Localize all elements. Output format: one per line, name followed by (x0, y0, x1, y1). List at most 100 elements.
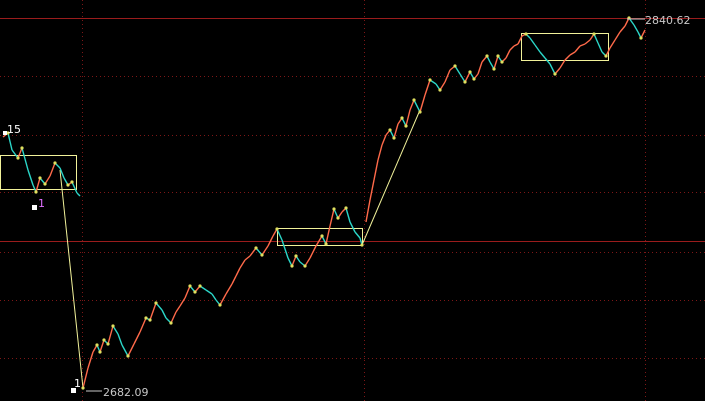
pivot-point (392, 136, 396, 140)
wave-segment (597, 42, 603, 53)
wave-segment (21, 147, 29, 171)
wave-segment (170, 311, 177, 324)
pivot-point (34, 190, 38, 194)
pivot-point (38, 176, 42, 180)
wave-segment (373, 159, 379, 181)
pivot-point (6, 131, 10, 135)
pivot-point (254, 246, 258, 250)
pivot-point (198, 284, 202, 288)
wave-segment (409, 99, 415, 111)
pivot-point (294, 254, 298, 258)
pivot-point (468, 70, 472, 74)
wave-segment (424, 79, 431, 96)
pivot-point (98, 350, 102, 354)
pivot-point (400, 116, 404, 120)
pivot-point (360, 243, 364, 247)
wave-segment (354, 231, 361, 239)
wave-segment (349, 221, 356, 233)
pivot-point (188, 284, 192, 288)
wave-segment (184, 285, 191, 299)
wave-segment (244, 255, 251, 261)
wave-segment (593, 33, 599, 44)
trend-lines (59, 109, 421, 389)
wave-segment (11, 149, 19, 159)
consolidation-box-middle (277, 228, 363, 246)
wave-segment (107, 325, 114, 345)
wave-segment (574, 45, 581, 53)
pivot-point (260, 253, 264, 257)
wave-segment (179, 297, 186, 307)
wave-segment (82, 367, 89, 389)
wave-segment (614, 31, 621, 41)
wave-segment (71, 181, 78, 194)
wave-segment (329, 208, 335, 227)
wave-segment (477, 61, 483, 75)
pivot-point (592, 32, 596, 36)
pivot-point (111, 324, 115, 328)
wave-label-1-bottom: 1 (74, 377, 81, 390)
pivot-point (70, 180, 74, 184)
wave-segment (239, 259, 246, 269)
wave-segment (161, 309, 167, 319)
wave-segment (569, 51, 576, 56)
wave-segment (549, 63, 556, 75)
pivot-point (453, 64, 457, 68)
wave-segment (175, 305, 181, 313)
wave-marker-1-bottom (71, 388, 76, 393)
pivot-point (388, 128, 392, 132)
wave-segment (405, 109, 411, 127)
wave-marker-1-mid (32, 205, 37, 210)
pivot-point (126, 354, 130, 358)
pivot-point (639, 36, 643, 40)
wave-segment (315, 235, 323, 247)
wave-label-15: 15 (7, 123, 21, 136)
wave-segment (365, 199, 371, 223)
pivot-point (332, 207, 336, 211)
wave-marker-15 (3, 131, 7, 135)
pivot-point (16, 156, 20, 160)
wave-segment (517, 35, 523, 45)
wave-segment (584, 39, 591, 45)
wave-segment (534, 44, 541, 53)
wave-segment (619, 25, 626, 33)
wave-segment (133, 331, 141, 345)
wave-segment (633, 24, 639, 33)
trend-line-drop (59, 169, 84, 389)
pivot-point (404, 124, 408, 128)
wave-segment (249, 247, 257, 257)
pivot-point (106, 342, 110, 346)
wave-segment (544, 57, 551, 65)
wave-segment (609, 39, 616, 49)
wave-segment (7, 132, 13, 151)
wave-segment (76, 192, 81, 197)
wave-segment (513, 43, 519, 47)
wave-segment (121, 344, 129, 357)
pivot-point (95, 343, 99, 347)
low-price-label: 2682.09 (103, 386, 149, 399)
pivot-point (412, 98, 416, 102)
wave-segment (17, 147, 23, 159)
pivot-point (463, 80, 467, 84)
pivot-point (53, 161, 57, 165)
wave-segment (325, 225, 331, 245)
wave-segment (276, 228, 283, 241)
wave-segment (493, 55, 499, 70)
wave-segment (99, 339, 105, 353)
wave-segment (231, 275, 237, 285)
wave-segment (49, 162, 56, 177)
wave-segment (291, 255, 297, 267)
wave-segment (309, 245, 317, 259)
pivot-point (218, 303, 222, 307)
pivot-point (169, 321, 173, 325)
wave-segment (444, 69, 451, 83)
wave-segment (149, 302, 157, 321)
wave-segment (27, 169, 34, 186)
wave-segment (393, 123, 399, 139)
wave-segment (579, 43, 586, 47)
wave-segment (235, 267, 241, 277)
wave-label-1-mid: 1 (38, 197, 45, 210)
high-price-label: 2840.62 (645, 14, 691, 27)
pivot-point (20, 146, 24, 150)
